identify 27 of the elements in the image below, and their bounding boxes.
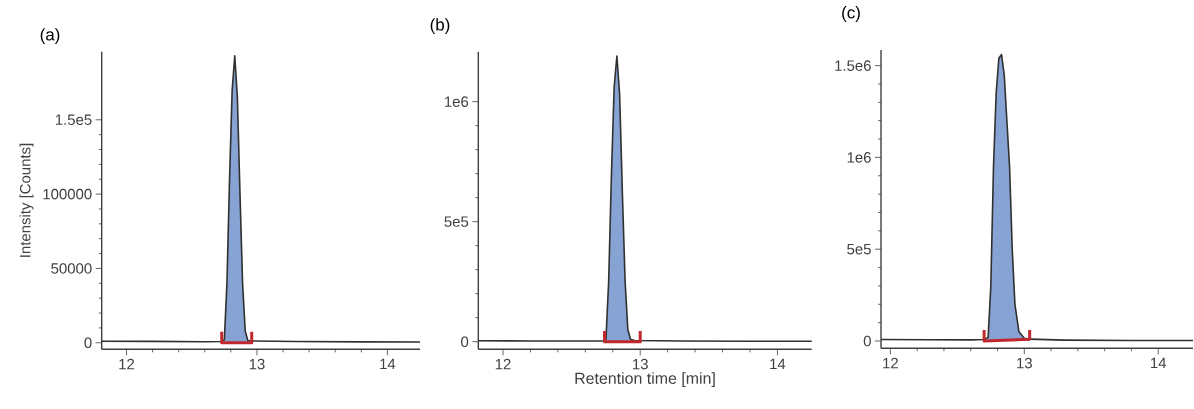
x-tick-label: 13 <box>249 358 265 370</box>
x-tick-label: 12 <box>495 358 511 370</box>
y-tick-label: 0 <box>863 335 871 347</box>
y-axis-title: Intensity [Counts] <box>19 143 34 257</box>
chart-title: (b) <box>430 18 450 34</box>
y-tick-label: 1e6 <box>847 152 871 163</box>
y-tick-label: 0 <box>461 336 469 347</box>
y-tick-label: 1.5e5 <box>55 114 92 125</box>
chart-title: (c) <box>842 6 860 22</box>
x-tick-label: 14 <box>1151 357 1167 369</box>
y-tick-label: 50000 <box>51 263 92 274</box>
x-tick-label: 14 <box>380 358 396 370</box>
line-series <box>100 55 421 343</box>
line-series <box>880 53 1194 342</box>
y-tick-label: 0 <box>84 337 92 349</box>
y-tick-label: 1.5e6 <box>835 60 871 71</box>
x-tick-label: 13 <box>633 358 648 370</box>
x-tick-label: 12 <box>119 358 135 370</box>
x-tick-label: 14 <box>770 358 786 370</box>
x-axis-title: Retention time [min] <box>575 372 715 388</box>
y-tick-label: 1e6 <box>445 96 469 107</box>
x-tick-label: 13 <box>1017 357 1032 369</box>
x-tick-label: 12 <box>883 357 898 369</box>
chart-title: (a) <box>40 28 60 44</box>
y-tick-label: 100000 <box>43 188 92 200</box>
y-tick-label: 5e5 <box>444 216 469 227</box>
y-tick-label: 5e5 <box>847 243 871 255</box>
